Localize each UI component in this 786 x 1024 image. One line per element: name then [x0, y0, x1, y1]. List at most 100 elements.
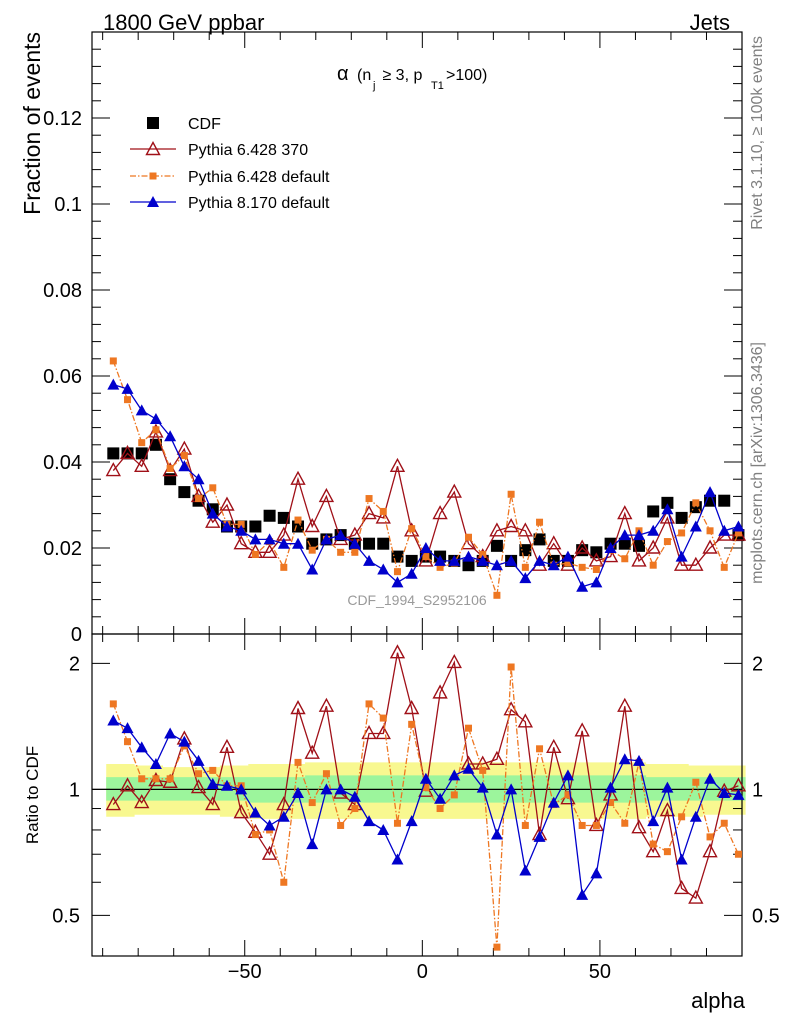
main-y-tick-label: 0.1: [54, 194, 82, 216]
main-point-p6-370: [233, 535, 249, 550]
main-point-p8-default: [192, 473, 205, 485]
main-cdf-point: [178, 486, 191, 499]
main-point-p6-default: [578, 563, 586, 571]
main-point-p8-default: [363, 554, 376, 566]
main-point-p8-default: [462, 550, 475, 562]
main-cdf-point: [661, 496, 674, 509]
main-point-p6-370: [645, 539, 661, 554]
ratio-point-p8-default: [405, 815, 418, 827]
main-cdf-point: [718, 494, 731, 507]
x-tick-label: 50: [589, 961, 611, 983]
ratio-point-p6-default: [308, 799, 316, 807]
ratio-point-p8-default: [632, 754, 645, 766]
ratio-point-p6-default: [578, 821, 586, 829]
ratio-point-p6-370: [119, 777, 136, 792]
ratio-point-p6-default: [379, 714, 387, 722]
ratio-point-p8-default: [121, 722, 134, 734]
main-point-p6-default: [706, 527, 714, 535]
main-point-p8-default: [661, 503, 674, 515]
legend-marker-p6-370: [145, 141, 161, 156]
main-cdf-point: [135, 447, 148, 460]
ratio-point-p6-370: [290, 700, 306, 715]
main-point-p8-default: [561, 550, 574, 562]
title-mid: ≥ 3, p: [378, 67, 422, 84]
ratio-point-p6-default: [493, 943, 501, 951]
ratio-point-p8-default: [661, 781, 674, 793]
main-point-p6-370: [290, 470, 306, 485]
rivet-label: Rivet 3.1.10, ≥ 100k events: [749, 36, 766, 230]
main-point-p8-default: [292, 537, 305, 549]
ratio-point-p8-default: [277, 810, 290, 822]
main-cdf-point: [405, 554, 418, 567]
main-cdf-point: [107, 447, 120, 460]
main-point-p6-370: [446, 483, 462, 498]
main-point-p6-default: [678, 529, 686, 537]
ratio-point-p6-default: [138, 775, 146, 783]
main-cdf-point: [377, 537, 390, 550]
ratio-point-p8-default: [462, 762, 475, 774]
ratio-point-p8-default: [206, 777, 219, 789]
main-point-p6-370: [304, 518, 320, 533]
main-point-p8-default: [590, 576, 603, 588]
ratio-y-tick-label-left: 2: [69, 653, 80, 675]
main-point-p6-370: [588, 552, 605, 567]
main-point-p6-default: [180, 452, 188, 460]
ratio-point-p8-default: [689, 810, 702, 822]
main-point-p8-default: [164, 430, 177, 442]
ratio-point-p6-default: [195, 770, 203, 778]
ratio-point-p6-default: [734, 850, 742, 858]
main-point-p8-default: [419, 542, 432, 553]
legend: CDF Pythia 6.428 370 Pythia 6.428 defaul…: [130, 116, 330, 212]
main-point-p8-default: [448, 554, 461, 566]
ratio-point-p8-default: [419, 772, 432, 784]
main-point-p6-default: [507, 490, 515, 498]
ratio-point-p6-default: [592, 821, 600, 829]
legend-label-p8-default: Pythia 8.170 default: [188, 195, 330, 212]
main-point-p6-default: [663, 538, 671, 546]
main-point-p6-default: [649, 561, 657, 569]
ratio-point-p8-default: [377, 823, 390, 835]
ratio-point-p6-default: [692, 778, 700, 786]
ratio-point-p6-370: [673, 879, 690, 895]
main-point-p8-default: [235, 524, 248, 536]
ratio-point-p6-default: [166, 775, 174, 783]
title-open: (n: [357, 67, 371, 84]
ratio-point-p6-370: [389, 644, 406, 659]
ratio-point-p6-default: [109, 700, 117, 708]
legend-label-cdf: CDF: [188, 116, 221, 133]
main-point-p8-default: [320, 533, 333, 545]
ratio-point-p6-370: [403, 700, 420, 715]
main-point-p8-default: [377, 563, 390, 575]
main-point-p8-default: [348, 537, 361, 549]
main-point-p6-default: [564, 559, 572, 567]
main-point-p6-370: [375, 509, 391, 524]
ratio-point-p8-default: [434, 792, 447, 804]
plot-title: α (n j ≥ 3, p T1 >100): [337, 63, 487, 92]
ratio-point-p8-default: [448, 769, 461, 781]
ratio-y-tick-label-left: 0.5: [52, 905, 80, 927]
analysis-watermark: CDF_1994_S2952106: [347, 592, 487, 608]
x-tick-label: −50: [228, 961, 262, 983]
ratio-point-p8-default: [647, 815, 660, 827]
ratio-point-p6-370: [261, 845, 278, 860]
ratio-point-p8-default: [519, 864, 532, 876]
ratio-line-p6-370: [112, 652, 739, 900]
main-point-p6-default: [621, 555, 629, 563]
ratio-point-p6-370: [489, 750, 505, 765]
ratio-point-p6-default: [393, 819, 401, 827]
main-point-p6-default: [337, 548, 345, 556]
title-sub-j: j: [372, 80, 375, 92]
main-cdf-point: [618, 537, 631, 550]
main-point-p8-default: [718, 524, 731, 536]
ratio-point-p8-default: [732, 788, 745, 800]
ratio-point-p6-default: [663, 848, 671, 856]
main-point-p6-default: [237, 520, 245, 528]
main-point-p6-370: [489, 522, 505, 537]
main-point-p8-default: [732, 520, 745, 532]
main-y-axis-label: Fraction of events: [19, 32, 45, 215]
main-point-p8-default: [675, 550, 688, 562]
ratio-point-p8-default: [547, 796, 560, 808]
main-point-p6-default: [536, 518, 544, 526]
ratio-point-p6-370: [574, 722, 590, 737]
ratio-point-p6-370: [205, 796, 221, 811]
